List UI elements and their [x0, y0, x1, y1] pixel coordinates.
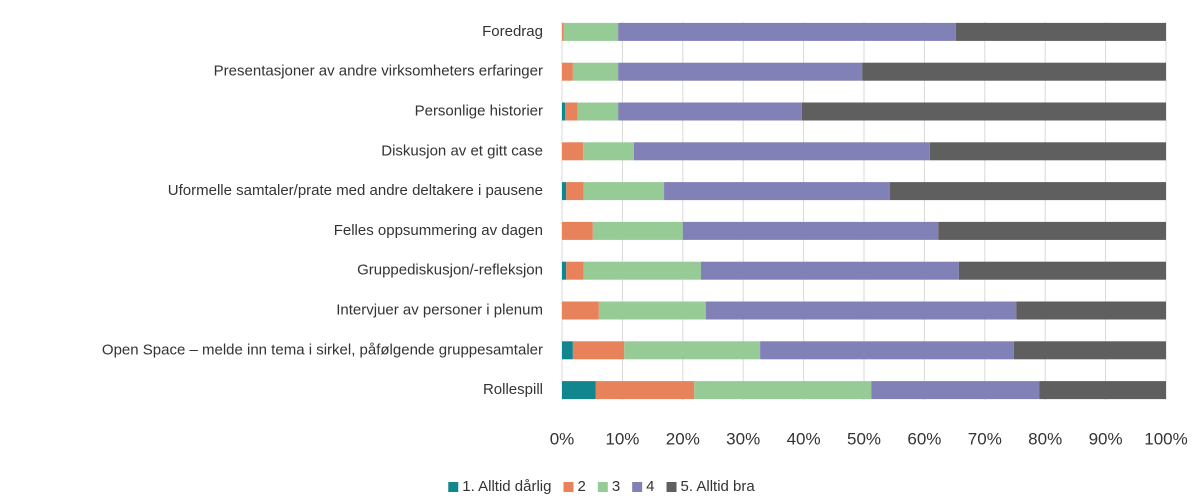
- x-tick-label: 90%: [1089, 429, 1123, 448]
- bar-segment: [871, 381, 1040, 400]
- x-tick-label: 40%: [787, 429, 821, 448]
- bar-segment: [955, 22, 1166, 41]
- bar-segment: [572, 341, 625, 360]
- x-tick-label: 20%: [666, 429, 700, 448]
- legend-label: 1. Alltid dårlig: [462, 478, 551, 495]
- bar-segment: [562, 221, 593, 240]
- bar-segment: [618, 62, 863, 81]
- legend-label: 4: [646, 478, 654, 495]
- bar-segment: [562, 381, 596, 400]
- bar-segment: [618, 102, 802, 121]
- bar-segment: [760, 341, 1014, 360]
- legend-swatch: [597, 482, 608, 492]
- bar-segment: [592, 221, 683, 240]
- legend-swatch: [563, 482, 574, 492]
- x-tick-label: 50%: [847, 429, 881, 448]
- legend-label: 3: [612, 478, 620, 495]
- bar-segment: [562, 182, 567, 201]
- category-label: Uformelle samtaler/prate med andre delta…: [168, 182, 543, 199]
- bar-segment: [624, 341, 761, 360]
- category-label: Felles oppsummering av dagen: [334, 222, 543, 239]
- bar-segment: [583, 261, 701, 280]
- bar-segment: [566, 261, 584, 280]
- bar-segment: [562, 301, 599, 320]
- bar-segment: [633, 142, 930, 161]
- category-label: Foredrag: [482, 23, 543, 40]
- x-tick-label: 100%: [1144, 429, 1187, 448]
- category-label: Intervjuer av personer i plenum: [336, 301, 543, 318]
- bar-segment: [618, 22, 956, 41]
- bar-segment: [1013, 341, 1166, 360]
- bar-segment: [565, 102, 578, 121]
- bar-segment: [566, 182, 584, 201]
- x-tick-label: 70%: [968, 429, 1002, 448]
- bar-segment: [694, 381, 872, 400]
- bar-segment: [862, 62, 1166, 81]
- bar-segment: [562, 261, 567, 280]
- category-label: Gruppediskusjon/-refleksjon: [357, 262, 543, 279]
- bar-segment: [562, 142, 584, 161]
- bar-segment: [583, 142, 634, 161]
- legend-swatch: [448, 482, 459, 492]
- bar-segment: [958, 261, 1166, 280]
- bar-segment: [563, 22, 619, 41]
- bar-segment: [562, 341, 573, 360]
- bar-segment: [682, 221, 939, 240]
- bar-segment: [929, 142, 1166, 161]
- legend-label: 5. Alltid bra: [681, 478, 756, 495]
- legend-swatch: [632, 482, 643, 492]
- category-label: Presentasjoner av andre virksomheters er…: [214, 63, 543, 80]
- bar-segment: [577, 102, 619, 121]
- bar-segment: [705, 301, 1017, 320]
- category-label: Rollespill: [483, 381, 543, 398]
- bar-segment: [938, 221, 1166, 240]
- x-tick-label: 80%: [1028, 429, 1062, 448]
- bar-segment: [562, 62, 573, 81]
- category-label: Personlige historier: [415, 102, 543, 119]
- bar-segment: [700, 261, 959, 280]
- legend-label: 2: [577, 478, 585, 495]
- bar-segment: [595, 381, 695, 400]
- bar-segment: [562, 102, 566, 121]
- category-label: Diskusjon av et gitt case: [381, 142, 543, 159]
- bar-segment: [1039, 381, 1166, 400]
- bar-segment: [562, 22, 564, 41]
- bar-segment: [1016, 301, 1166, 320]
- x-tick-label: 60%: [907, 429, 941, 448]
- x-tick-label: 30%: [726, 429, 760, 448]
- legend-swatch: [666, 482, 677, 492]
- bar-segment: [572, 62, 619, 81]
- bar-segment: [889, 182, 1166, 201]
- category-label: Open Space – melde inn tema i sirkel, på…: [102, 341, 543, 358]
- bar-segment: [801, 102, 1166, 121]
- bar-segment: [598, 301, 706, 320]
- bar-segment: [583, 182, 665, 201]
- x-tick-label: 10%: [605, 429, 639, 448]
- x-tick-label: 0%: [550, 429, 575, 448]
- bar-segment: [664, 182, 890, 201]
